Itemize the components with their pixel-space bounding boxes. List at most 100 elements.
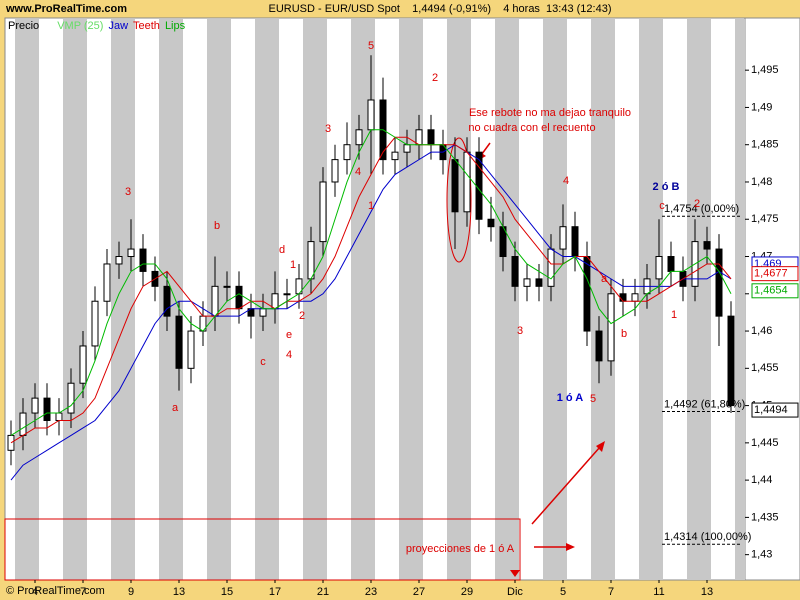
y-tick-label: 1,475 — [751, 213, 779, 225]
chart-title: EURUSD - EUR/USD Spot 1,4494 (-0,91%) 4 … — [269, 3, 612, 15]
x-tick-label: 13 — [173, 586, 185, 598]
annotation: 4 — [286, 349, 292, 361]
day-band — [111, 19, 135, 580]
candle-body — [463, 151, 471, 213]
candle-body — [259, 308, 267, 317]
candle-body — [727, 315, 735, 407]
annotation: a — [172, 402, 179, 414]
candle-body — [163, 285, 171, 317]
site-name: www.ProRealTime.com — [5, 3, 127, 15]
candle-body — [427, 129, 435, 146]
price-axis-panel — [744, 17, 800, 581]
candle-body — [19, 412, 27, 436]
level-label: 1,4492 (61,80%) — [664, 398, 745, 410]
day-band — [399, 19, 423, 580]
candle-body — [79, 345, 87, 384]
candle-body — [307, 241, 315, 280]
y-tick-label: 1,455 — [751, 362, 779, 374]
indicator-line — [10, 136, 732, 444]
y-tick-label: 1,495 — [751, 64, 779, 76]
candle-body — [187, 330, 195, 369]
annotation: 1 — [671, 309, 677, 321]
annotation: a — [601, 273, 608, 285]
candle-body — [43, 397, 51, 421]
candle-body — [115, 256, 123, 265]
arrowhead — [510, 570, 520, 577]
day-band — [15, 19, 39, 580]
candle-body — [355, 129, 363, 146]
candle-body — [487, 218, 495, 228]
y-tick-label: 1,44 — [751, 474, 772, 486]
legend-entry: Teeth — [133, 20, 160, 32]
annotation: c — [659, 200, 665, 212]
y-tick-label: 1,485 — [751, 139, 779, 151]
annotation: d — [279, 244, 285, 256]
candle-body — [667, 256, 675, 272]
x-tick-label: 23 — [365, 586, 377, 598]
annotation: 1 — [368, 200, 374, 212]
projection-box — [4, 518, 521, 581]
annotation: 3 — [325, 123, 331, 135]
candle-body — [367, 99, 375, 131]
price-tag — [751, 402, 799, 418]
x-tick-label: 7 — [80, 586, 86, 598]
y-tick-label: 1,43 — [751, 549, 772, 561]
candle-body — [403, 144, 411, 153]
candle-body — [103, 263, 111, 302]
y-tick-label: 1,49 — [751, 101, 772, 113]
rebound-ellipse — [446, 137, 472, 263]
candle-body — [655, 256, 663, 280]
x-tick-label: 27 — [413, 586, 425, 598]
candle-body — [319, 181, 327, 243]
indicator-line — [10, 144, 732, 481]
day-band — [63, 19, 87, 580]
candle-body — [451, 159, 459, 213]
candle-body — [331, 159, 339, 183]
candle-body — [271, 293, 279, 310]
annotation: 2 ó B — [653, 181, 680, 193]
price-tag-label: 1,4654 — [754, 285, 788, 297]
x-tick-label: 13 — [701, 586, 713, 598]
candle-body — [91, 300, 99, 347]
candle-body — [559, 226, 567, 250]
candle-body — [391, 151, 399, 161]
day-band — [687, 19, 711, 580]
annotation: 4 — [563, 175, 569, 187]
candle-body — [511, 256, 519, 287]
level-label: 1,4314 (100,00%) — [664, 531, 751, 543]
x-tick-label: 11 — [653, 586, 664, 598]
candle-body — [175, 315, 183, 369]
day-band — [543, 19, 567, 580]
x-tick-label: 15 — [221, 586, 233, 598]
annotation: 2 — [432, 72, 438, 84]
annotation: 1 ó A — [557, 392, 584, 404]
x-tick-label: 29 — [461, 586, 473, 598]
candle-body — [547, 248, 555, 287]
candle-body — [223, 285, 231, 288]
day-band — [447, 19, 471, 580]
candle-body — [211, 285, 219, 317]
x-tick-label: 4 — [32, 586, 38, 598]
annotation: 4 — [355, 166, 361, 178]
price-tag-label: 1,4494 — [754, 404, 788, 416]
annotation: 5 — [590, 393, 596, 405]
annotation: 1 — [290, 259, 296, 271]
annotation: 5 — [368, 40, 374, 52]
legend-entry: Lips — [165, 20, 186, 32]
candle-body — [631, 293, 639, 302]
annotation: 2 — [299, 310, 305, 322]
candle-body — [31, 397, 39, 414]
annotation: c — [260, 356, 266, 368]
candle-body — [607, 293, 615, 362]
x-tick-label: 21 — [317, 586, 329, 598]
level-label: 1,4754 (0,00%) — [664, 203, 739, 215]
arrowhead — [566, 543, 575, 551]
candle-body — [619, 293, 627, 302]
annotation: proyecciones de 1 ó A — [406, 543, 515, 555]
arrow — [531, 446, 601, 525]
candle-body — [127, 248, 135, 258]
day-band — [735, 19, 745, 580]
y-tick-label: 1,48 — [751, 176, 772, 188]
annotation: b — [214, 220, 220, 232]
price-tag — [751, 266, 799, 282]
